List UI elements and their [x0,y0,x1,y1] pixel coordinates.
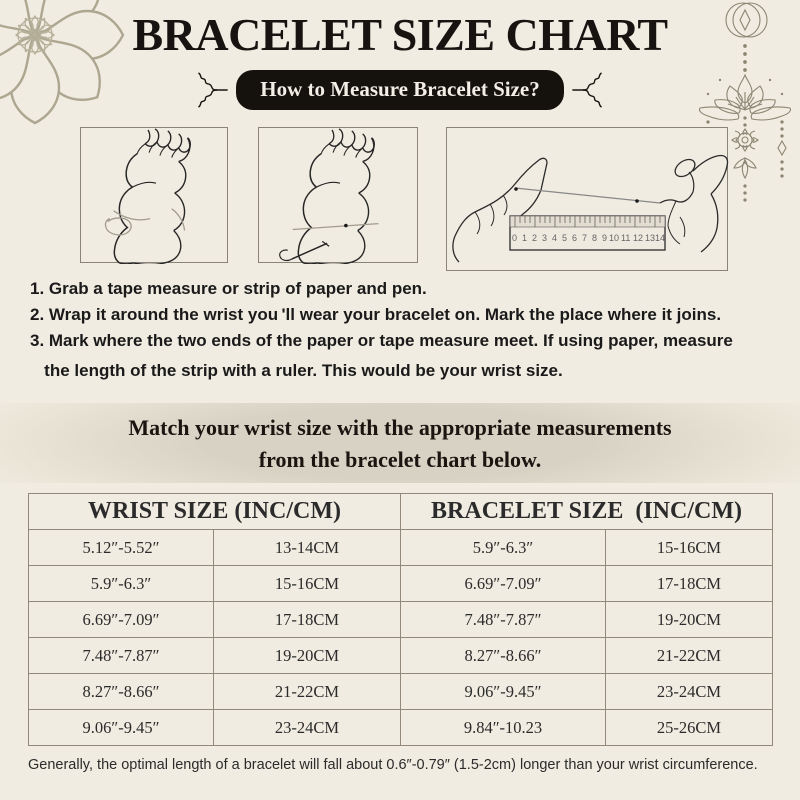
svg-text:13: 13 [645,233,655,243]
svg-text:7: 7 [582,233,587,243]
svg-text:6: 6 [572,233,577,243]
svg-text:2: 2 [532,233,537,243]
svg-text:3: 3 [542,233,547,243]
svg-text:1: 1 [522,233,527,243]
svg-text:12: 12 [633,233,643,243]
svg-text:4: 4 [552,233,557,243]
svg-text:11: 11 [621,233,630,243]
svg-text:9: 9 [602,233,607,243]
svg-text:8: 8 [592,233,597,243]
svg-text:10: 10 [609,233,619,243]
svg-text:0: 0 [512,233,517,243]
svg-text:5: 5 [562,233,567,243]
svg-text:14: 14 [655,233,665,243]
